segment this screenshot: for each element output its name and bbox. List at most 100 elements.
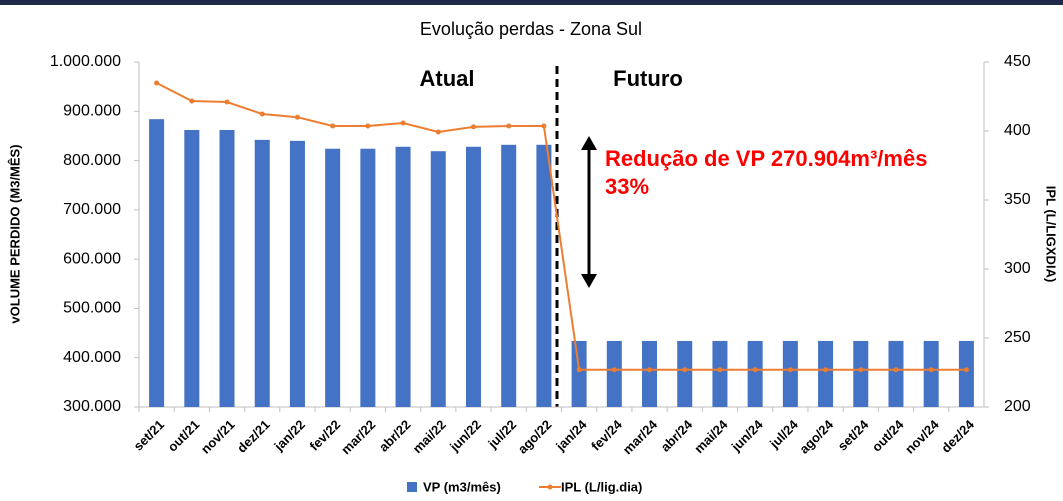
annotation: 33% <box>605 174 649 199</box>
chart-title: Evolução perdas - Zona Sul <box>420 19 642 39</box>
y-tick-label: 700.000 <box>63 201 121 218</box>
x-tick-label: ago/22 <box>515 417 555 457</box>
point <box>470 124 476 130</box>
point <box>576 367 582 373</box>
point <box>330 123 336 129</box>
y-tick-label: 600.000 <box>63 250 121 267</box>
x-tick-label: abr/24 <box>658 416 696 454</box>
point <box>506 123 512 129</box>
point <box>717 367 723 373</box>
bar <box>888 340 904 407</box>
y-tick-label: 800.000 <box>63 152 121 169</box>
y-tick-label: 400.000 <box>63 349 121 366</box>
y2-tick-label: 350 <box>1004 191 1031 208</box>
point <box>893 367 899 373</box>
x-tick-label: mar/22 <box>338 417 378 457</box>
annotation: Futuro <box>613 66 683 91</box>
bar <box>606 340 622 407</box>
y2-tick-label: 450 <box>1004 53 1031 70</box>
point <box>752 367 758 373</box>
point <box>858 367 864 373</box>
legend-label: VP (m3/mês) <box>423 479 501 494</box>
point <box>365 123 371 129</box>
bar <box>571 340 587 407</box>
x-tick-label: jan/24 <box>552 416 590 454</box>
x-tick-label: out/21 <box>165 417 203 455</box>
x-tick-label: set/21 <box>130 417 167 454</box>
bar <box>465 146 481 407</box>
y2-tick-label: 250 <box>1004 329 1031 346</box>
top-border <box>0 0 1063 5</box>
point <box>787 367 793 373</box>
bar <box>782 340 798 407</box>
bar <box>430 151 446 407</box>
y-tick-label: 300.000 <box>63 398 121 415</box>
bar <box>642 340 658 407</box>
point <box>963 367 969 373</box>
x-tick-label: jun/22 <box>446 417 484 455</box>
point <box>682 367 688 373</box>
x-tick-label: mar/24 <box>620 416 661 457</box>
y2-tick-label: 200 <box>1004 398 1031 415</box>
x-tick-label: abr/22 <box>376 417 414 455</box>
legend-swatch <box>407 482 417 492</box>
x-tick-label: dez/24 <box>938 416 977 455</box>
legend-swatch <box>547 484 553 490</box>
point <box>823 367 829 373</box>
y2-tick-label: 400 <box>1004 122 1031 139</box>
x-tick-label: fev/24 <box>588 416 625 453</box>
point <box>400 120 406 126</box>
bar <box>818 340 834 407</box>
line <box>156 82 967 371</box>
bar <box>958 340 974 407</box>
arrow-head <box>581 136 597 150</box>
y2-axis-title: IPL (L/LIGXDIA) <box>1044 186 1059 283</box>
x-tick-label: dez/21 <box>234 417 273 456</box>
point <box>541 123 547 129</box>
x-tick-label: nov/21 <box>198 417 238 457</box>
point <box>224 99 230 105</box>
point <box>611 367 617 373</box>
bar <box>219 130 235 407</box>
y-tick-label: 1.000.000 <box>50 53 121 70</box>
arrow-head <box>581 274 597 288</box>
bar <box>325 148 341 407</box>
x-tick-label: ago/24 <box>796 416 836 456</box>
bar <box>360 148 376 407</box>
x-tick-label: nov/24 <box>902 416 942 456</box>
bar <box>747 340 763 407</box>
bar <box>501 144 517 408</box>
x-tick-label: jan/22 <box>271 417 308 454</box>
annotation: Redução de VP 270.904m³/mês <box>605 146 927 171</box>
bar <box>184 130 200 407</box>
bar <box>254 139 270 407</box>
x-tick-label: mai/22 <box>410 417 449 456</box>
x-tick-label: set/24 <box>835 416 872 453</box>
point <box>259 111 265 117</box>
bar <box>677 340 693 407</box>
point <box>647 367 653 373</box>
bar <box>712 340 728 407</box>
bar <box>536 144 552 408</box>
x-tick-label: jun/24 <box>728 416 766 454</box>
point <box>294 114 300 120</box>
point <box>154 80 160 86</box>
point <box>189 98 195 104</box>
point <box>928 367 934 373</box>
bar <box>395 146 411 407</box>
bar <box>853 340 869 407</box>
y-axis-title: vOLUME PERDIDO (M3/MÊS) <box>7 144 22 323</box>
bar <box>923 340 939 407</box>
x-tick-label: fev/22 <box>307 417 344 454</box>
x-tick-label: mai/24 <box>691 416 731 456</box>
y-tick-label: 900.000 <box>63 103 121 120</box>
y-tick-label: 500.000 <box>63 300 121 317</box>
bar <box>289 140 305 407</box>
legend-label: IPL (L/lig.dia) <box>561 479 642 494</box>
y2-tick-label: 300 <box>1004 260 1031 277</box>
bar <box>149 119 165 408</box>
x-tick-label: out/24 <box>869 416 907 454</box>
annotation: Atual <box>420 66 475 91</box>
point <box>435 129 441 135</box>
